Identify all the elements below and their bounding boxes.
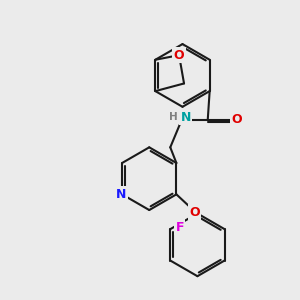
Text: O: O	[189, 206, 200, 219]
Text: F: F	[176, 221, 184, 234]
Text: O: O	[232, 113, 242, 126]
Text: N: N	[116, 188, 127, 201]
Text: N: N	[180, 111, 191, 124]
Text: O: O	[174, 49, 184, 62]
Text: H: H	[169, 112, 178, 122]
